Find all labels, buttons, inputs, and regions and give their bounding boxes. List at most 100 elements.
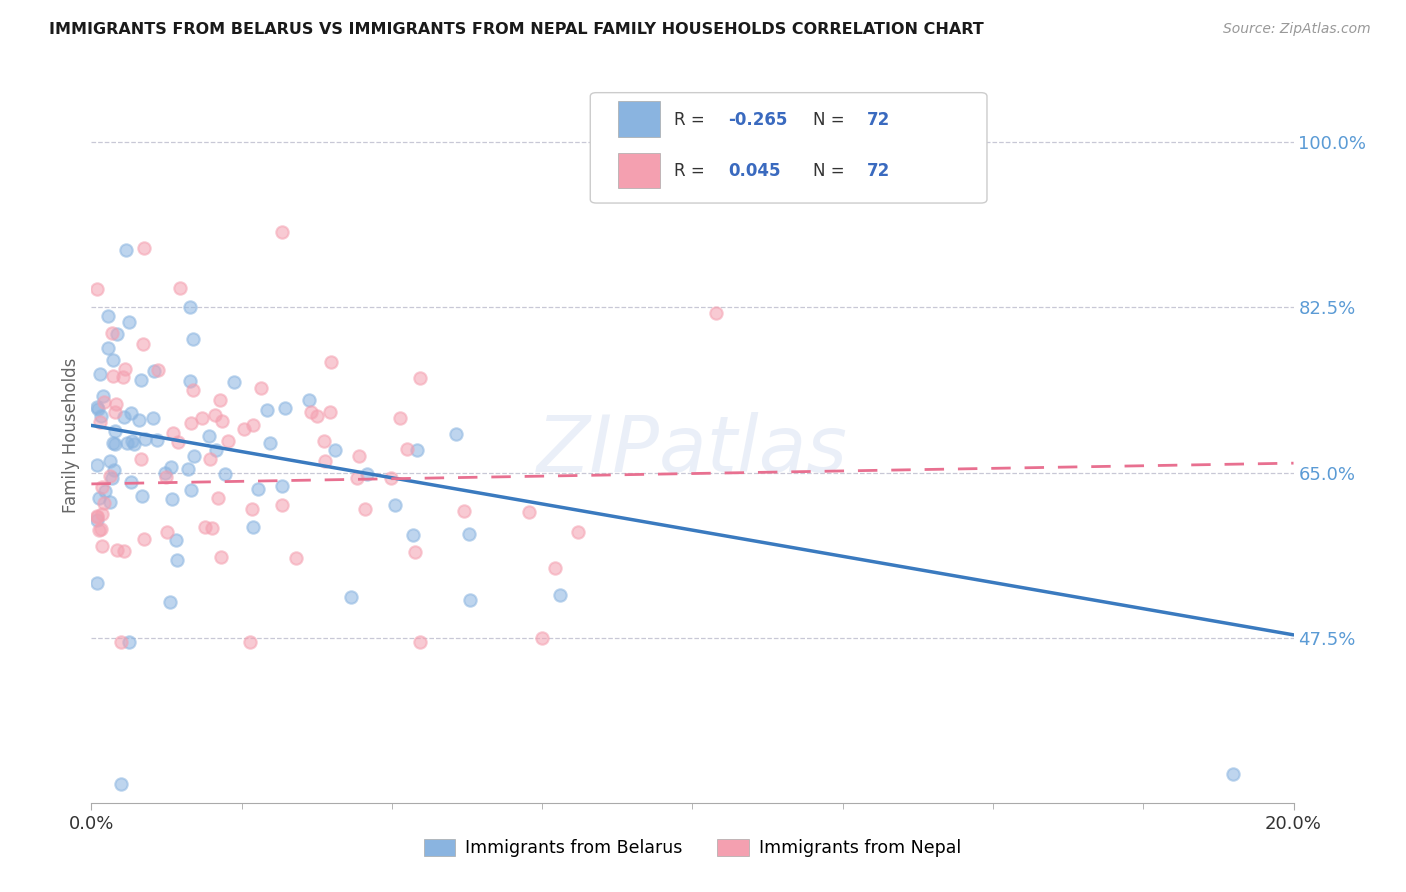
- Legend: Immigrants from Belarus, Immigrants from Nepal: Immigrants from Belarus, Immigrants from…: [416, 832, 969, 864]
- Point: [460, 592, 482, 607]
- Point: [181, 332, 204, 346]
- Text: N =: N =: [813, 111, 849, 128]
- Point: [298, 393, 321, 408]
- Point: [131, 489, 153, 503]
- Point: [284, 551, 307, 566]
- Point: [104, 437, 127, 451]
- Point: [550, 588, 572, 602]
- Point: [389, 411, 412, 425]
- Text: N =: N =: [813, 162, 849, 180]
- Point: [183, 450, 205, 464]
- Point: [122, 437, 145, 451]
- Point: [86, 513, 108, 527]
- Text: 72: 72: [866, 111, 890, 128]
- Point: [87, 491, 110, 505]
- Point: [132, 532, 155, 546]
- Point: [97, 309, 120, 323]
- Point: [132, 336, 155, 351]
- Point: [531, 631, 554, 645]
- Point: [314, 454, 336, 468]
- Text: IMMIGRANTS FROM BELARUS VS IMMIGRANTS FROM NEPAL FAMILY HOUSEHOLDS CORRELATION C: IMMIGRANTS FROM BELARUS VS IMMIGRANTS FR…: [49, 22, 984, 37]
- Point: [87, 402, 110, 417]
- Point: [706, 306, 728, 320]
- Point: [312, 434, 335, 449]
- Point: [211, 549, 233, 564]
- Point: [98, 469, 121, 483]
- Point: [90, 480, 112, 494]
- Point: [340, 591, 363, 605]
- Point: [209, 392, 232, 407]
- Point: [246, 482, 269, 496]
- Point: [128, 412, 150, 426]
- Point: [131, 452, 153, 467]
- Point: [250, 381, 273, 395]
- Point: [120, 406, 142, 420]
- Point: [115, 436, 138, 450]
- Point: [90, 409, 112, 423]
- Point: [114, 362, 136, 376]
- Point: [114, 243, 136, 257]
- Point: [240, 502, 263, 516]
- Point: [305, 409, 328, 424]
- Point: [179, 374, 201, 388]
- Point: [211, 414, 233, 428]
- Point: [89, 415, 111, 429]
- Point: [453, 504, 475, 518]
- Point: [91, 539, 114, 553]
- Point: [402, 528, 425, 542]
- Point: [180, 416, 202, 430]
- Point: [169, 281, 191, 295]
- Point: [91, 389, 114, 403]
- Point: [89, 367, 111, 381]
- Point: [93, 495, 115, 509]
- Point: [165, 533, 187, 548]
- Point: [166, 552, 188, 566]
- Point: [271, 478, 294, 492]
- Point: [107, 542, 129, 557]
- Point: [232, 422, 254, 436]
- Y-axis label: Family Households: Family Households: [62, 357, 80, 513]
- Point: [242, 520, 264, 534]
- Point: [404, 544, 426, 558]
- Point: [98, 454, 121, 468]
- Point: [94, 483, 117, 498]
- Point: [319, 405, 342, 419]
- Point: [177, 462, 200, 476]
- Point: [544, 560, 567, 574]
- Point: [299, 405, 322, 419]
- Point: [146, 433, 169, 447]
- Point: [100, 470, 122, 484]
- Text: 0.045: 0.045: [728, 162, 780, 180]
- Point: [346, 471, 368, 485]
- Point: [323, 442, 346, 457]
- Point: [271, 225, 294, 239]
- Point: [201, 520, 224, 534]
- Point: [204, 408, 226, 422]
- Point: [91, 507, 114, 521]
- Point: [384, 498, 406, 512]
- Point: [270, 499, 292, 513]
- Point: [86, 508, 108, 523]
- Point: [159, 595, 181, 609]
- Point: [194, 520, 217, 534]
- Point: [110, 635, 132, 649]
- Point: [112, 410, 135, 425]
- Point: [129, 373, 152, 387]
- Text: R =: R =: [675, 162, 710, 180]
- Point: [159, 460, 181, 475]
- Point: [105, 326, 128, 341]
- Point: [214, 467, 236, 481]
- Point: [104, 397, 127, 411]
- Point: [395, 442, 418, 456]
- Point: [183, 383, 205, 397]
- Point: [179, 300, 201, 314]
- Text: -0.265: -0.265: [728, 111, 787, 128]
- Point: [103, 463, 125, 477]
- Point: [104, 424, 127, 438]
- FancyBboxPatch shape: [617, 102, 659, 136]
- Point: [205, 443, 228, 458]
- Point: [134, 433, 156, 447]
- Point: [242, 418, 264, 433]
- Point: [114, 544, 136, 558]
- Point: [120, 475, 142, 490]
